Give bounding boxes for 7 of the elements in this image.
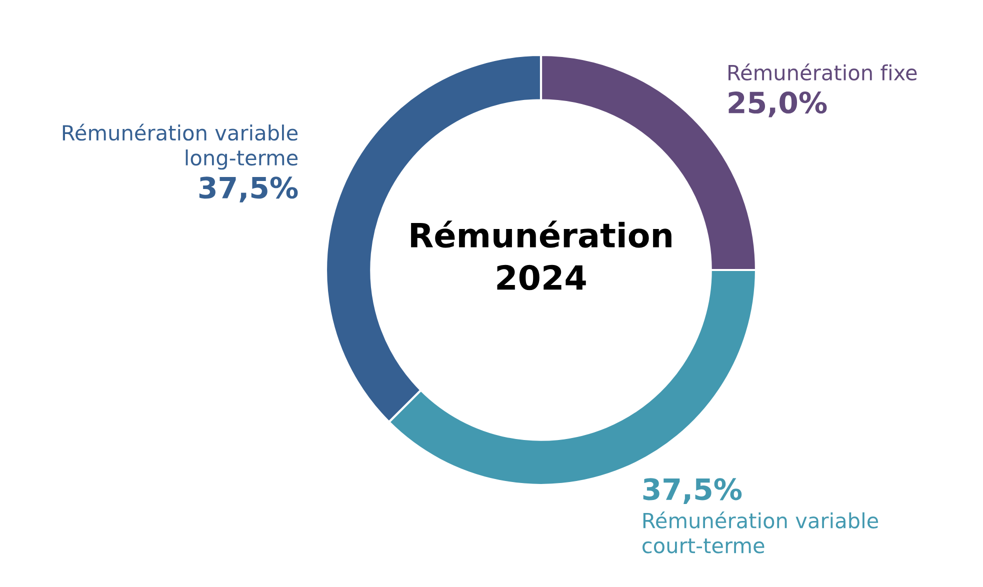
slice-label: Rémunération variable long-terme bbox=[62, 124, 298, 170]
data-label: 37,5% bbox=[643, 478, 742, 504]
slice-label: Rémunération variable court-terme bbox=[642, 512, 878, 554]
data-label: 37,5% bbox=[199, 176, 298, 202]
data-label: 25,0% bbox=[728, 91, 827, 118]
text: Rémunération 2024 bbox=[411, 220, 672, 290]
slice-label: Rémunération fixe bbox=[728, 64, 917, 80]
